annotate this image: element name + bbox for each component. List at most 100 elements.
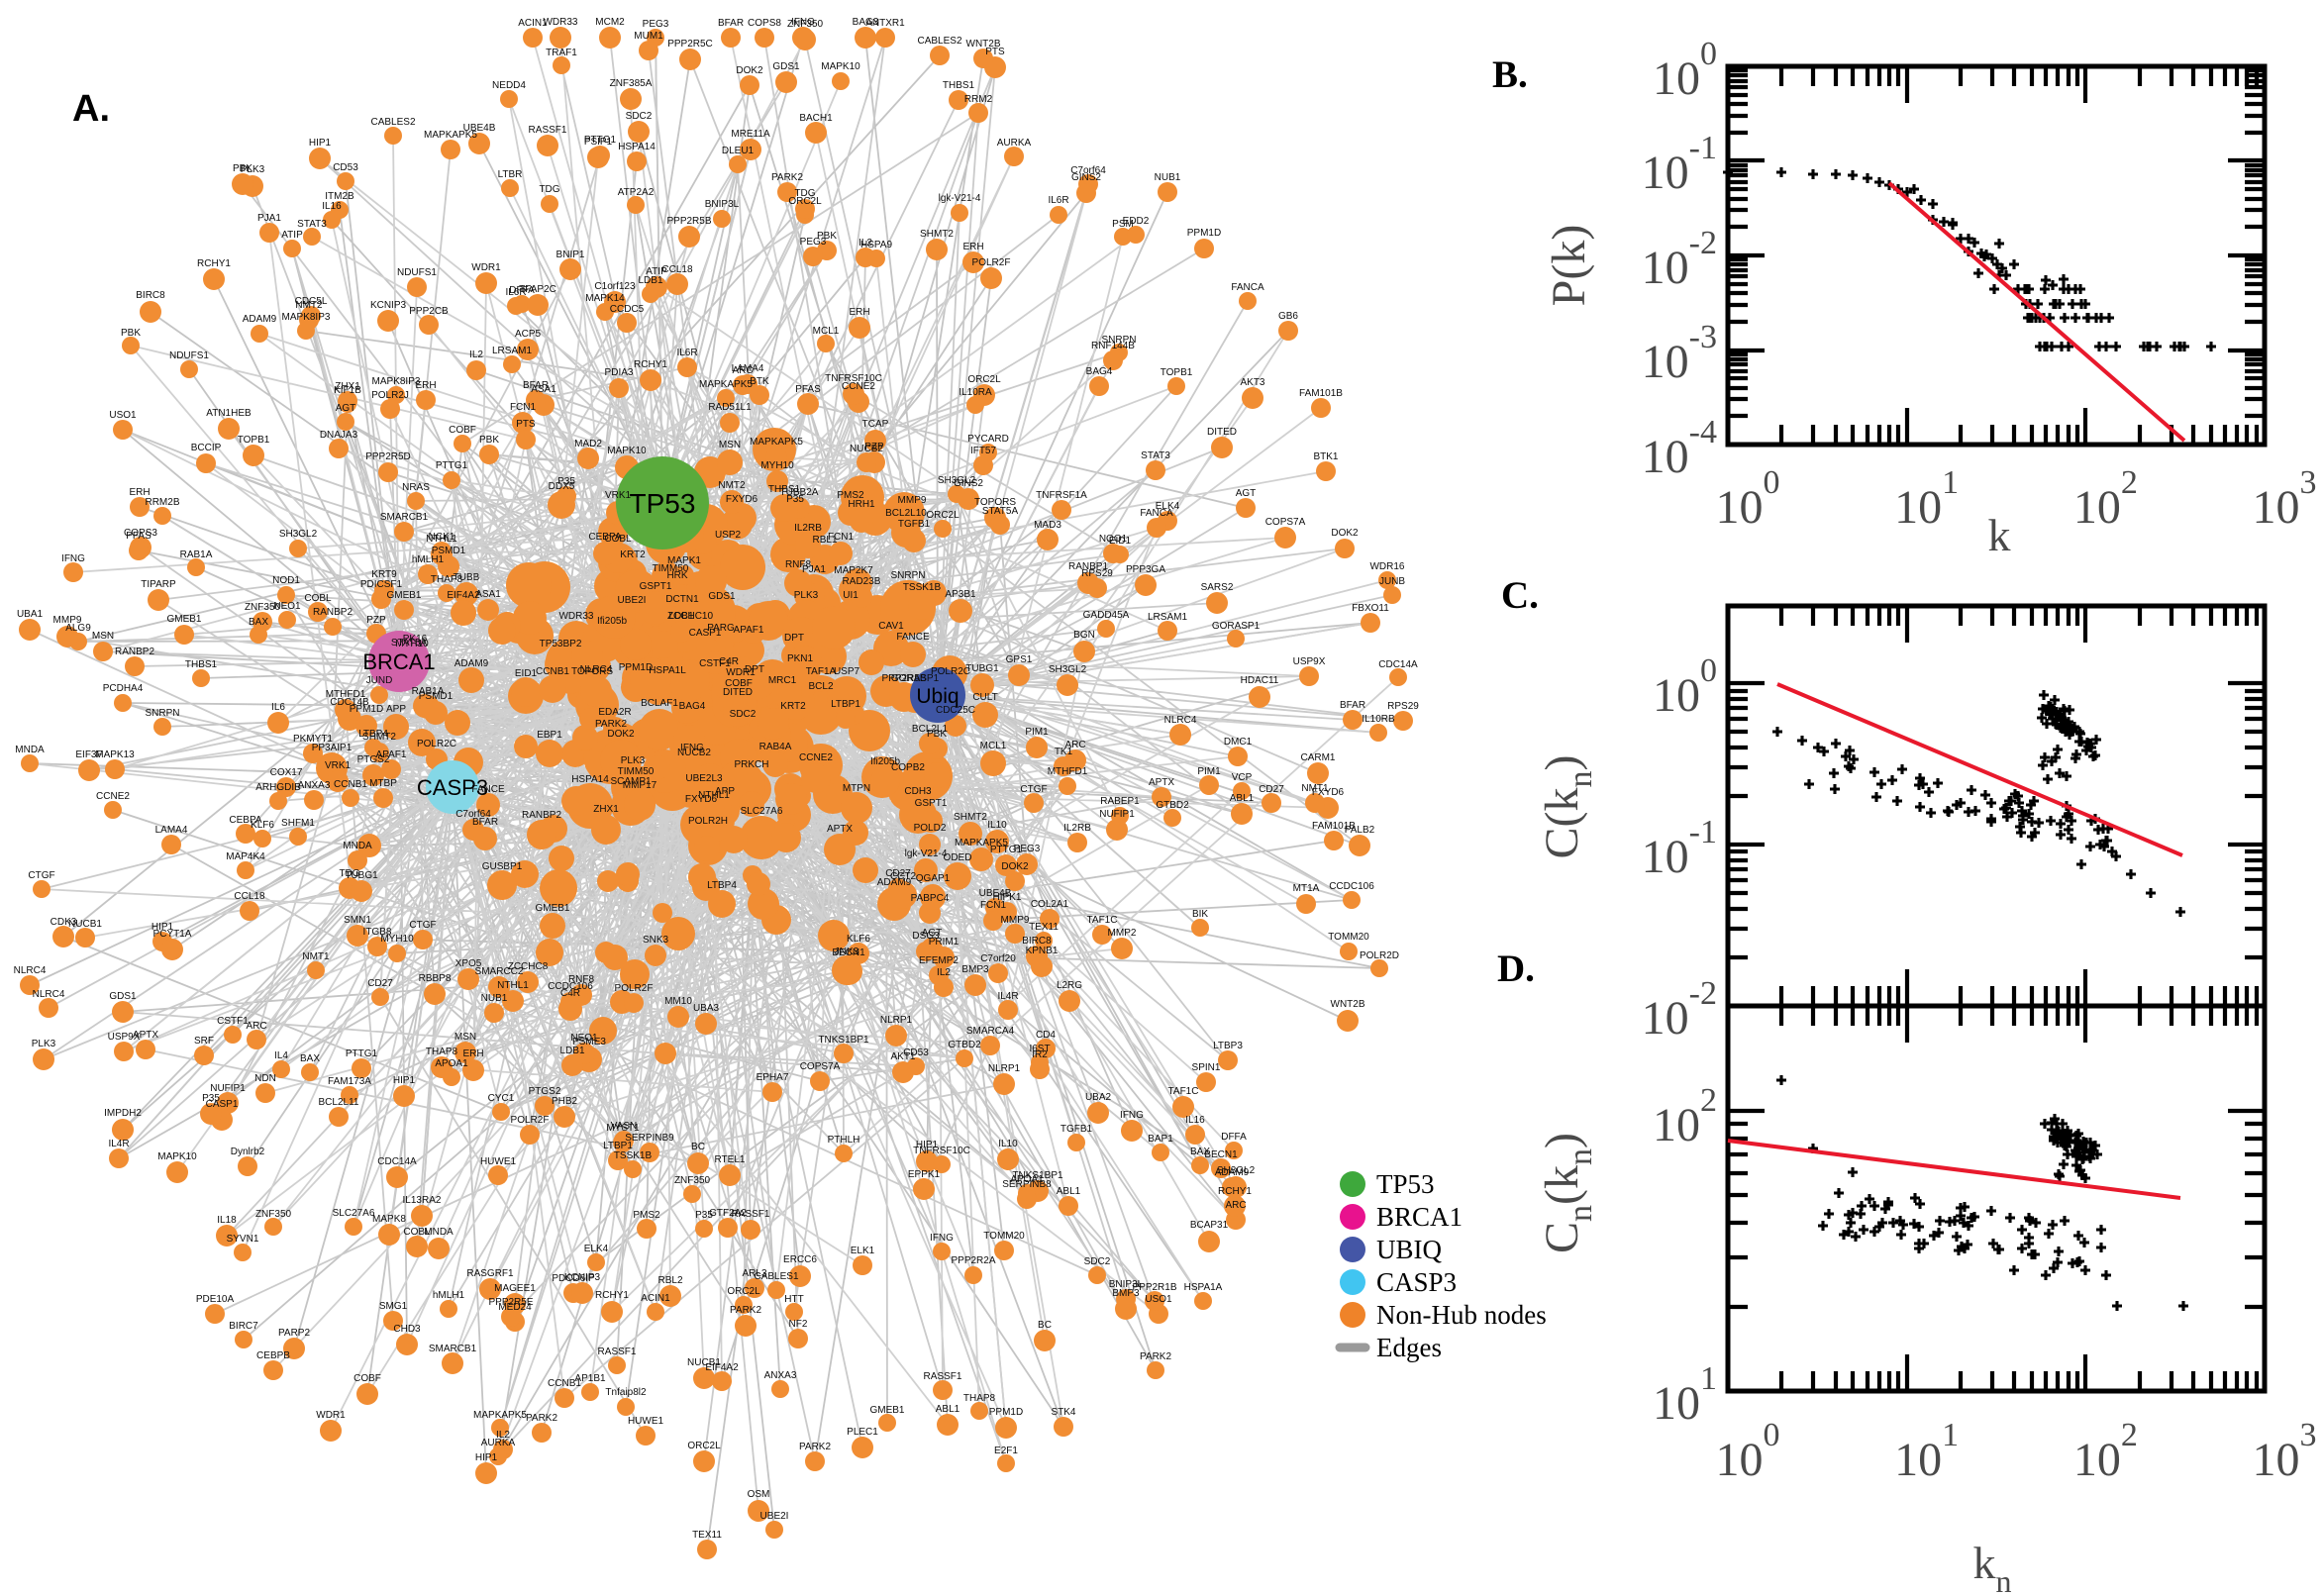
svg-text:PZP: PZP (366, 615, 386, 626)
svg-text:BNIP3L: BNIP3L (705, 199, 740, 210)
svg-text:MTHFD1: MTHFD1 (1048, 766, 1088, 777)
svg-text:SERPINB8: SERPINB8 (1002, 1179, 1052, 1190)
svg-text:IL6: IL6 (271, 702, 285, 713)
svg-text:AP3B1: AP3B1 (945, 589, 976, 600)
svg-text:NUFIP1: NUFIP1 (1099, 809, 1135, 820)
svg-text:CARM1: CARM1 (1300, 752, 1335, 763)
svg-text:HSPA14: HSPA14 (618, 142, 656, 152)
svg-text:BIRC8: BIRC8 (1022, 936, 1052, 947)
svg-text:RRM2B: RRM2B (145, 497, 179, 508)
svg-text:BAX: BAX (249, 617, 268, 628)
svg-text:NUCB1: NUCB1 (687, 1357, 721, 1368)
svg-text:ACIN1: ACIN1 (518, 18, 548, 29)
svg-text:ELK4: ELK4 (584, 1244, 609, 1254)
svg-text:P35: P35 (202, 1093, 220, 1104)
svg-text:MAGEE1: MAGEE1 (494, 1283, 536, 1294)
svg-text:BECN1: BECN1 (832, 948, 865, 958)
svg-text:THBS1: THBS1 (943, 80, 975, 91)
svg-text:JUNB: JUNB (1379, 576, 1405, 587)
svg-text:CCDC106: CCDC106 (548, 981, 593, 992)
svg-text:E2F1: E2F1 (994, 1446, 1018, 1456)
svg-text:BTK1: BTK1 (1313, 451, 1338, 462)
svg-text:FAM101B: FAM101B (1299, 388, 1343, 399)
svg-text:UBIQ: UBIQ (1376, 1235, 1442, 1264)
svg-text:IL10RB: IL10RB (1362, 714, 1395, 725)
svg-text:RASSF1: RASSF1 (598, 1347, 637, 1357)
svg-text:THBS1: THBS1 (185, 659, 218, 670)
svg-text:COX17: COX17 (270, 767, 303, 778)
svg-text:PPP3GA: PPP3GA (1126, 564, 1165, 575)
svg-text:TOMM20: TOMM20 (1328, 932, 1369, 943)
svg-text:BNIP3L: BNIP3L (1109, 1279, 1144, 1290)
svg-text:IL4: IL4 (274, 1050, 288, 1061)
svg-text:PABPC4: PABPC4 (911, 893, 950, 904)
svg-text:RNF8: RNF8 (785, 559, 812, 570)
svg-text:PPM1D: PPM1D (1187, 228, 1221, 239)
svg-text:NUB1: NUB1 (481, 993, 508, 1004)
svg-text:BCL2L1: BCL2L1 (912, 724, 949, 735)
svg-text:TEX11: TEX11 (692, 1530, 722, 1541)
svg-text:C7orf64: C7orf64 (1070, 165, 1106, 176)
svg-text:APAF1: APAF1 (376, 749, 407, 760)
svg-text:IL2: IL2 (937, 967, 951, 978)
svg-text:WDR33: WDR33 (558, 611, 593, 622)
svg-text:SDC2: SDC2 (730, 709, 757, 720)
svg-text:CCNE2: CCNE2 (842, 381, 875, 392)
svg-text:LAMA4: LAMA4 (732, 363, 764, 374)
svg-text:MNDA: MNDA (15, 745, 45, 755)
svg-text:CCDC5: CCDC5 (610, 304, 645, 315)
svg-text:AGT: AGT (1236, 488, 1257, 499)
svg-text:USO1: USO1 (109, 410, 137, 421)
svg-text:ATIP: ATIP (646, 266, 667, 277)
svg-text:Edges: Edges (1376, 1333, 1442, 1362)
svg-text:PTHLH: PTHLH (828, 1135, 860, 1146)
svg-text:P35: P35 (695, 1210, 713, 1221)
svg-text:PARK2: PARK2 (771, 172, 803, 183)
svg-text:RPS29: RPS29 (1387, 701, 1419, 712)
svg-text:CEBPA: CEBPA (588, 532, 621, 543)
svg-text:GMEB1: GMEB1 (869, 1405, 904, 1416)
svg-text:CDC14A: CDC14A (377, 1156, 417, 1167)
svg-text:TIPARP: TIPARP (141, 579, 176, 590)
svg-text:ALG9: ALG9 (65, 623, 91, 634)
svg-text:P35: P35 (557, 476, 575, 487)
svg-text:RASSF1: RASSF1 (732, 1209, 770, 1220)
svg-text:EIF4A2: EIF4A2 (705, 1362, 739, 1373)
svg-text:RASSF1: RASSF1 (529, 125, 567, 136)
svg-text:FXYD6: FXYD6 (726, 494, 758, 505)
svg-text:CCL18: CCL18 (234, 891, 265, 902)
svg-text:MAP4K4: MAP4K4 (226, 851, 265, 862)
svg-text:COBF: COBF (725, 678, 753, 689)
svg-text:ACIN1: ACIN1 (641, 1293, 670, 1304)
svg-text:GINS2: GINS2 (954, 478, 983, 489)
svg-text:MAPKAPK5: MAPKAPK5 (955, 838, 1008, 848)
svg-text:CASP1: CASP1 (206, 1099, 239, 1110)
svg-text:HIP1: HIP1 (393, 1075, 416, 1086)
svg-text:PEG3: PEG3 (1014, 844, 1041, 854)
svg-text:COPB2: COPB2 (891, 762, 925, 773)
svg-text:SCAMP1: SCAMP1 (610, 776, 652, 787)
svg-text:VRK1: VRK1 (605, 490, 632, 501)
svg-text:SHMT2: SHMT2 (362, 732, 396, 743)
svg-text:MYST1: MYST1 (606, 1123, 640, 1134)
svg-text:UBE2I: UBE2I (618, 595, 647, 606)
svg-text:LAMA4: LAMA4 (155, 825, 188, 836)
svg-text:BIK: BIK (1192, 909, 1208, 920)
svg-text:BIRC7: BIRC7 (229, 1321, 258, 1332)
svg-text:ORC2L: ORC2L (967, 374, 1001, 385)
svg-text:TK1: TK1 (1055, 747, 1073, 757)
svg-text:SMARCB1: SMARCB1 (429, 1344, 477, 1354)
svg-text:HRK: HRK (666, 570, 687, 581)
svg-text:APOA1: APOA1 (435, 1058, 468, 1069)
svg-text:PBK: PBK (479, 435, 499, 446)
svg-text:MUM1: MUM1 (634, 31, 663, 42)
svg-text:TNKS1BP1: TNKS1BP1 (818, 1035, 869, 1046)
svg-text:BFAR: BFAR (523, 380, 549, 391)
svg-text:TAF1C: TAF1C (1168, 1086, 1199, 1097)
svg-text:COPS7A: COPS7A (1265, 517, 1306, 528)
svg-text:GB6: GB6 (1278, 311, 1298, 322)
svg-text:ABL1: ABL1 (1230, 793, 1255, 804)
svg-text:ZNF350: ZNF350 (787, 19, 824, 30)
svg-text:TUBG1: TUBG1 (965, 663, 999, 674)
svg-text:NMT2: NMT2 (295, 300, 323, 311)
